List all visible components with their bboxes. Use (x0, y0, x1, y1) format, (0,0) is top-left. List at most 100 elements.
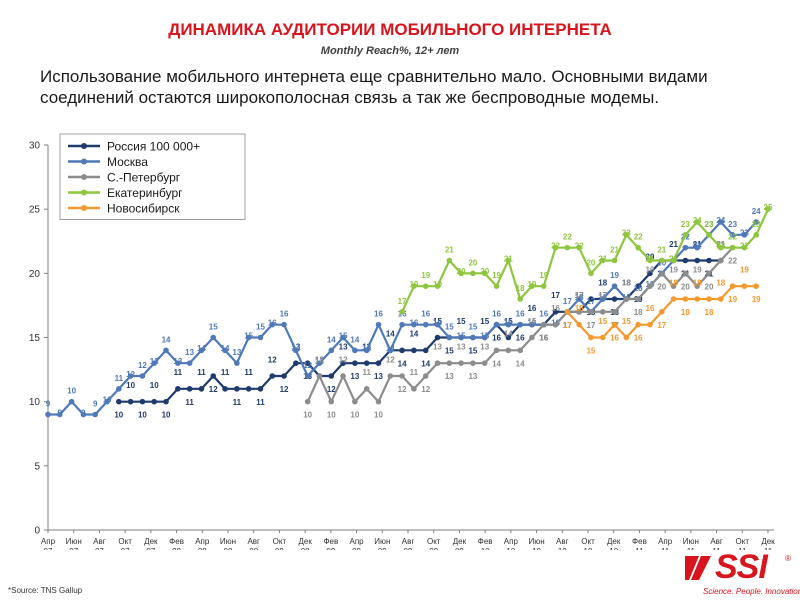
data-label: 22 (716, 241, 725, 250)
data-point (257, 386, 264, 392)
data-label: 21 (669, 240, 678, 249)
data-label: 15 (468, 347, 477, 356)
data-label: 13 (362, 343, 371, 352)
data-point (422, 321, 429, 328)
data-label: 16 (575, 304, 584, 313)
data-point (635, 296, 641, 302)
data-label: 17 (563, 297, 572, 306)
y-tick-label: 5 (34, 461, 40, 472)
data-label: 10 (103, 395, 112, 404)
data-point (493, 347, 500, 354)
data-point (505, 347, 512, 354)
data-label: 14 (362, 344, 371, 353)
data-label: 21 (716, 240, 725, 249)
legend-swatch-marker (81, 158, 87, 165)
data-label: 15 (468, 323, 477, 332)
data-label: 10 (303, 411, 312, 420)
source-note: *Source: TNS Gallup (8, 586, 83, 595)
x-tick-label: Окт (118, 537, 132, 546)
ssi-logo: SSI ® Science. People. Innovation (685, 548, 800, 600)
data-point (198, 347, 205, 354)
data-point (611, 283, 618, 289)
data-label: 19 (693, 266, 702, 275)
data-label: 17 (657, 321, 666, 330)
data-point (505, 257, 512, 264)
data-point (682, 244, 689, 251)
data-label: 15 (598, 317, 607, 326)
data-label: 19 (610, 271, 619, 280)
data-point (765, 206, 771, 212)
data-point (576, 321, 582, 328)
data-label: 12 (138, 361, 147, 370)
x-tick-label: Фев (323, 537, 338, 546)
x-tick-label: Авг (710, 537, 723, 546)
data-label: 18 (575, 293, 584, 302)
data-point (434, 334, 441, 341)
data-label: 16 (374, 310, 383, 319)
data-point (139, 373, 146, 379)
data-label: 18 (681, 308, 690, 317)
data-point (411, 283, 417, 289)
legend-swatch-marker (81, 189, 87, 196)
data-label: 10 (162, 411, 171, 420)
data-label: 14 (516, 359, 525, 368)
data-label: 10 (126, 381, 135, 390)
x-tick-label: Фев (478, 537, 493, 546)
data-label: 11 (256, 398, 265, 407)
line-chart: 051015202530Апр07Июн07Авг07Окт07Дек07Фев… (29, 133, 775, 551)
x-tick-label: Июн (374, 537, 390, 546)
data-point (470, 270, 476, 277)
data-label: 17 (551, 291, 560, 300)
data-point (411, 321, 417, 328)
x-tick-label: Фев (169, 537, 184, 546)
data-point (694, 296, 700, 302)
data-label: 9 (81, 408, 86, 417)
data-label: 17 (398, 297, 407, 306)
data-point (505, 321, 512, 328)
data-point (446, 257, 453, 264)
legend-entry: Москва (107, 155, 148, 169)
data-label: 16 (516, 334, 525, 343)
chart-title: ДИНАМИКА АУДИТОРИИ МОБИЛЬНОГО ИНТЕРНЕТА (168, 20, 612, 39)
data-label: 19 (728, 295, 737, 304)
data-label: 15 (480, 331, 489, 340)
data-point (611, 309, 618, 315)
data-label: 14 (197, 344, 206, 353)
data-point (529, 334, 535, 341)
data-point (210, 373, 217, 379)
data-label: 17 (575, 291, 584, 300)
data-point (304, 398, 311, 405)
x-tick-label: Окт (736, 537, 750, 546)
x-tick-label: Авг (402, 537, 415, 546)
data-point (564, 244, 571, 251)
data-point (611, 257, 618, 264)
data-point (717, 257, 724, 264)
data-label: 16 (539, 310, 548, 319)
data-point (458, 270, 464, 277)
data-point (352, 398, 358, 405)
y-tick-label: 20 (29, 269, 41, 280)
data-point (623, 296, 630, 302)
data-label: 11 (115, 374, 124, 383)
data-label: 19 (409, 280, 418, 289)
data-point (399, 347, 405, 354)
x-tick-label-year: 08 (224, 547, 233, 550)
data-label: 11 (233, 398, 242, 407)
data-label: 11 (362, 368, 371, 377)
data-label: 15 (244, 331, 253, 340)
data-point (529, 321, 535, 328)
data-label: 20 (480, 267, 489, 276)
data-label: 18 (622, 278, 631, 287)
data-label: 16 (527, 318, 536, 327)
data-label: 15 (339, 331, 348, 340)
data-label: 19 (539, 271, 548, 280)
data-point (163, 398, 169, 405)
data-label: 21 (657, 246, 666, 255)
data-point (316, 373, 323, 379)
data-point (576, 244, 582, 251)
data-point (139, 398, 146, 405)
chart-axes: 051015202530Апр07Июн07Авг07Окт07Дек07Фев… (29, 141, 775, 551)
x-tick-label: Авг (93, 537, 106, 546)
data-point (706, 270, 712, 277)
data-point (434, 283, 441, 289)
